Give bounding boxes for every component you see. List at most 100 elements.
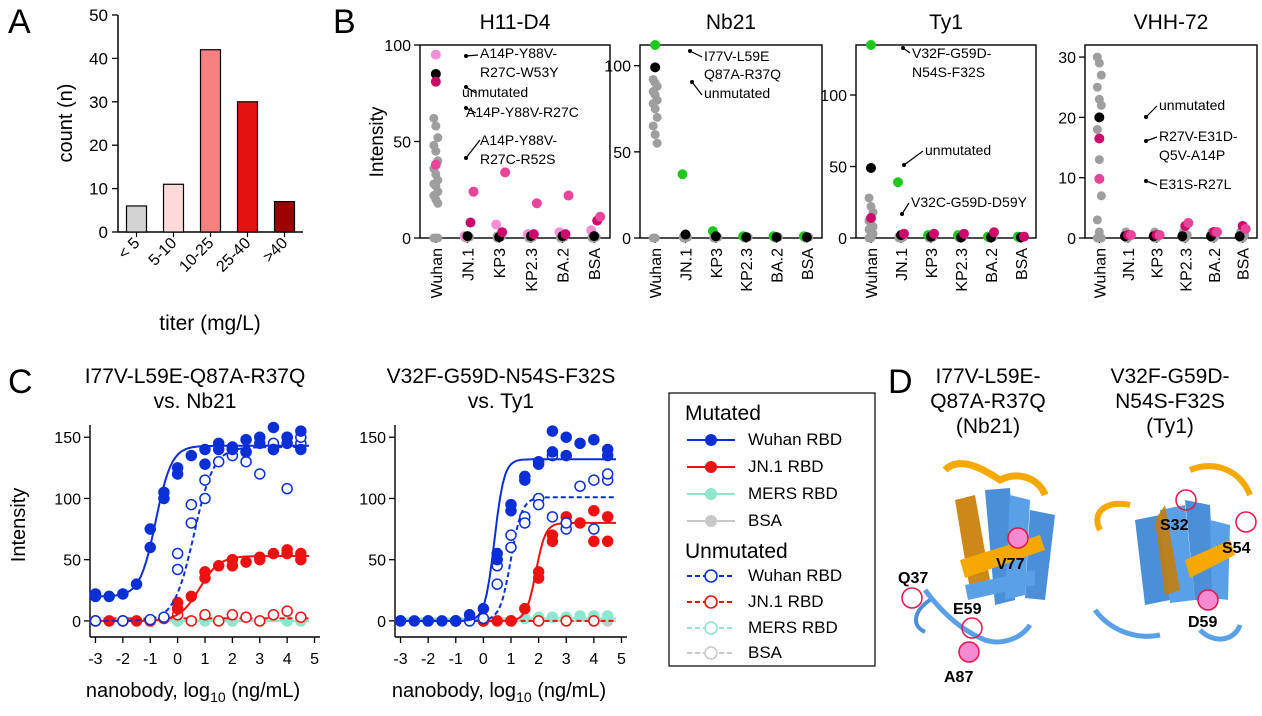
b-annotation: unmutated [1159,97,1225,113]
c-x-tick-label: -1 [449,651,463,668]
c-title-0: I77V-L59E-Q87A-R37Q [85,365,306,388]
c-point [171,547,184,560]
b-y-tick-label: 100 [384,38,411,55]
b-annotation: A14P-Y88V- [480,45,557,61]
b-y-label: Intensity [367,106,388,177]
b-point-A14P-Y88V-R27C [465,217,476,228]
c-point [89,590,102,603]
c-point [89,615,102,627]
a-x-tick-label: 10-25 [176,235,217,276]
a-x-tick-label: 5-10 [146,235,181,270]
c-x-tick-label: 5 [310,651,319,668]
c-point [117,588,129,600]
c-point [226,609,239,621]
b-y-tick-label: 0 [402,231,411,248]
c-point [588,523,600,535]
residue-label-s32: S32 [1160,517,1189,534]
a-x-tick-label: 25-40 [213,235,254,276]
b-point-A14P-Y88V-R27C [560,229,571,240]
b-y-tick-label: 10 [1058,171,1076,188]
c-point [144,523,156,535]
residue-label-s54: S54 [1222,540,1251,557]
b-arrow [465,54,479,57]
b-x-tick-label: JN.1 [1121,248,1138,281]
b-title-0: H11-D4 [480,11,551,34]
b-x-tick-label: BA.2 [556,248,573,283]
structure-2-title-line-2: N54S-F32S [1115,390,1225,413]
b-x-tick-label: KP2.3 [1178,248,1195,292]
c-y-tick-label: 50 [63,553,81,570]
c-point [574,437,586,450]
c-point [588,535,600,548]
c-y-tick-label: 100 [54,491,81,508]
c-point [560,517,572,529]
c-point [588,615,600,627]
c-point [267,547,280,560]
legend-mutated-jn1-label: JN.1 RBD [748,457,824,476]
b-point-V32C-G59D-D59Y [866,212,876,223]
b-point-unmutated [1177,231,1188,242]
b-x-tick-label: BSA [800,248,817,280]
c-point [158,492,170,505]
b-annotation: V32F-G59D- [912,45,992,61]
b-point-A14P-Y88V-R27C-R52S [595,211,606,222]
b-title-2: Ty1 [929,11,963,34]
c-point [295,611,307,623]
b-point-unmutated [430,68,441,79]
c-subtitle-0: vs. Nb21 [154,390,237,413]
c-point [240,446,252,458]
legend-unmutated-wuhan-label: Wuhan RBD [748,566,842,585]
b-point-V32F-G59D-N54S-F32S [866,40,876,50]
c-x-tick-label: -3 [393,651,407,668]
c-point [281,547,293,560]
b-x-tick-label: KP2.3 [739,248,756,292]
c-point [408,615,421,627]
c-point [240,455,252,468]
a-y-tick-label: 50 [89,6,108,25]
b-annotation: unmutated [925,142,991,158]
c-x-tick-label: 0 [173,651,182,668]
c-x-tick-label: 4 [589,651,598,668]
b-point-V32C-G59D-D59Y [989,227,999,238]
legend-unmutated-marker [704,569,718,583]
c-point [546,446,559,458]
b-x-tick-label: KP3 [924,248,941,278]
c-x-tick-label: -3 [88,651,102,668]
c-point [560,615,572,627]
b-x-tick-label: BSA [1236,248,1253,280]
b-point-unmutated [801,232,812,243]
c-point [185,449,198,462]
c-x-tick-label: 2 [228,651,237,668]
b-grey-point [431,121,441,131]
c-x-tick-label: 3 [562,651,571,668]
b-y-tick-label: 100 [820,88,847,105]
c-point [601,535,614,548]
b-point-V32C-G59D-D59Y [1019,231,1029,242]
a-x-tick-label: >40 [260,235,291,266]
c-point [130,578,143,590]
residue-v77-marker [1007,527,1029,549]
c-point [199,458,211,470]
b-grey-point [864,193,874,203]
c-point [601,468,614,480]
legend-unmutated-title: Unmutated [685,540,788,563]
b-grey-point [433,198,443,208]
legend-mutated-marker [705,488,717,500]
legend-mutated-bsa-label: BSA [748,511,783,530]
c-x-tick-label: -2 [116,651,130,668]
c-subtitle-1: vs. Ty1 [468,390,534,413]
c-point [601,610,614,622]
b-arrow-head [690,80,694,84]
c-point [422,615,434,627]
c-point [546,529,559,541]
panel-c-legend: Mutated Unmutated Wuhan RBD JN.1 RBD MER… [668,392,876,667]
b-point-E31S-R27L [1094,173,1105,184]
c-point [394,615,407,627]
b-arrow-head [464,85,468,89]
c-y-tick-label: 50 [368,553,386,570]
b-point-I77V-L59E-Q87A-R37Q [677,169,688,180]
b-grey-point [650,104,660,114]
b-x-tick-label: Wuhan [648,248,665,298]
